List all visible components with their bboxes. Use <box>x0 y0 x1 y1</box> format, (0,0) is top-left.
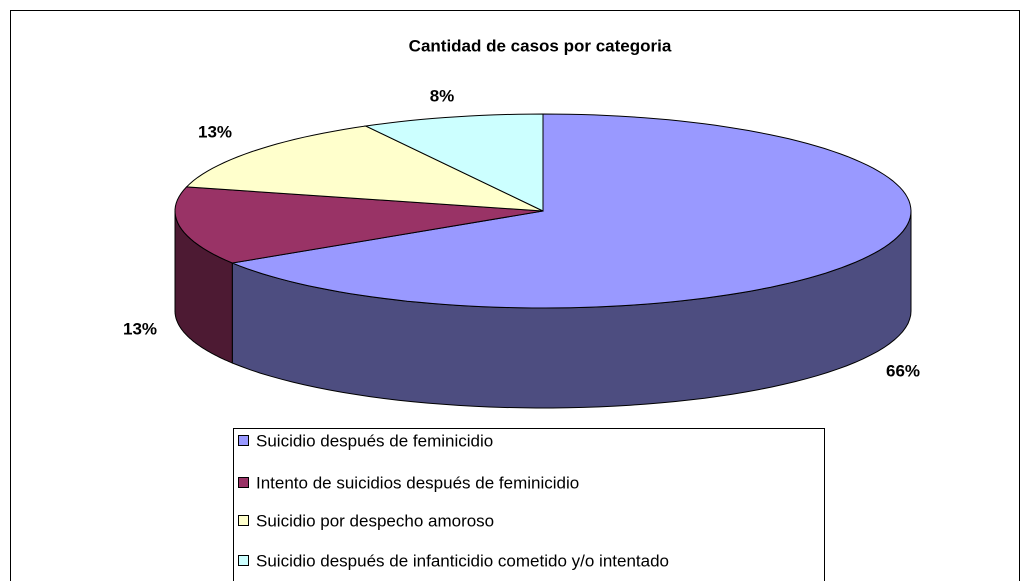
legend-label: Suicidio por despecho amoroso <box>256 511 494 530</box>
pie-slice <box>230 113 912 309</box>
legend-swatch <box>238 435 249 446</box>
pie-slice <box>185 125 544 212</box>
chart-title: Cantidad de casos por categoria <box>409 36 672 55</box>
legend-swatch <box>238 515 249 526</box>
legend-label: Intento de suicidios después de feminici… <box>256 473 579 492</box>
data-label: 8% <box>430 86 455 105</box>
data-label: 13% <box>198 122 232 141</box>
legend-swatch <box>238 477 249 488</box>
pie-slice <box>363 113 544 212</box>
legend-label: Suicidio después de infanticidio cometid… <box>256 551 669 570</box>
legend <box>233 428 825 581</box>
data-label: 66% <box>886 361 920 380</box>
legend-swatch <box>238 555 249 566</box>
data-label: 13% <box>123 319 157 338</box>
pie-slice <box>174 186 544 264</box>
legend-label: Suicidio después de feminicidio <box>256 431 493 450</box>
